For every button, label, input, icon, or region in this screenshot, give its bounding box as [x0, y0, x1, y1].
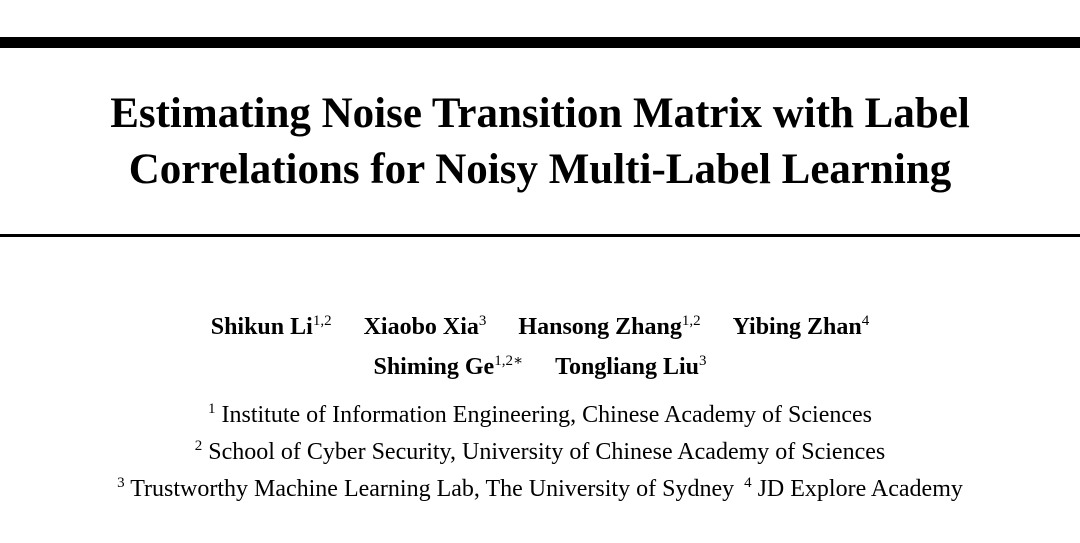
author-shikun-li: Shikun Li1,2 [210, 313, 332, 341]
author-affil-marker: 1,2 [312, 313, 332, 329]
author-hansong-zhang: Hansong Zhang1,2 [518, 313, 701, 341]
author-row-1: Shikun Li1,2 Xiaobo Xia3 Hansong Zhang1,… [0, 307, 1080, 347]
author-list: Shikun Li1,2 Xiaobo Xia3 Hansong Zhang1,… [0, 307, 1080, 387]
affiliation-number: 1 [208, 401, 216, 417]
paper-title: Estimating Noise Transition Matrix with … [0, 86, 1080, 198]
bottom-rule [0, 234, 1080, 237]
affiliation-number: 4 [744, 475, 752, 491]
title-line-1: Estimating Noise Transition Matrix with … [110, 90, 970, 137]
author-yibing-zhan: Yibing Zhan4 [732, 313, 870, 341]
affiliation-list: 1 Institute of Information Engineering, … [0, 397, 1080, 508]
affiliation-3-4: 3 Trustworthy Machine Learning Lab, The … [117, 475, 963, 503]
author-xiaobo-xia: Xiaobo Xia3 [363, 313, 487, 341]
author-affil-marker: 1,2 [681, 313, 701, 329]
author-affil-marker: 3 [699, 353, 707, 369]
author-tongliang-liu: Tongliang Liu3 [555, 353, 707, 381]
author-affil-marker: 1,2∗ [494, 353, 524, 369]
affiliation-2: 2 School of Cyber Security, University o… [194, 438, 886, 466]
top-rule [0, 37, 1080, 48]
author-affil-marker: 3 [478, 313, 487, 329]
affiliation-number: 3 [117, 475, 125, 491]
affiliation-number: 2 [194, 438, 203, 454]
title-line-2: Correlations for Noisy Multi-Label Learn… [128, 146, 952, 193]
author-affil-marker: 4 [861, 313, 870, 329]
affiliation-1: 1 Institute of Information Engineering, … [208, 401, 872, 429]
author-shiming-ge: Shiming Ge1,2∗ [373, 353, 524, 381]
author-row-2: Shiming Ge1,2∗ Tongliang Liu3 [0, 347, 1080, 387]
